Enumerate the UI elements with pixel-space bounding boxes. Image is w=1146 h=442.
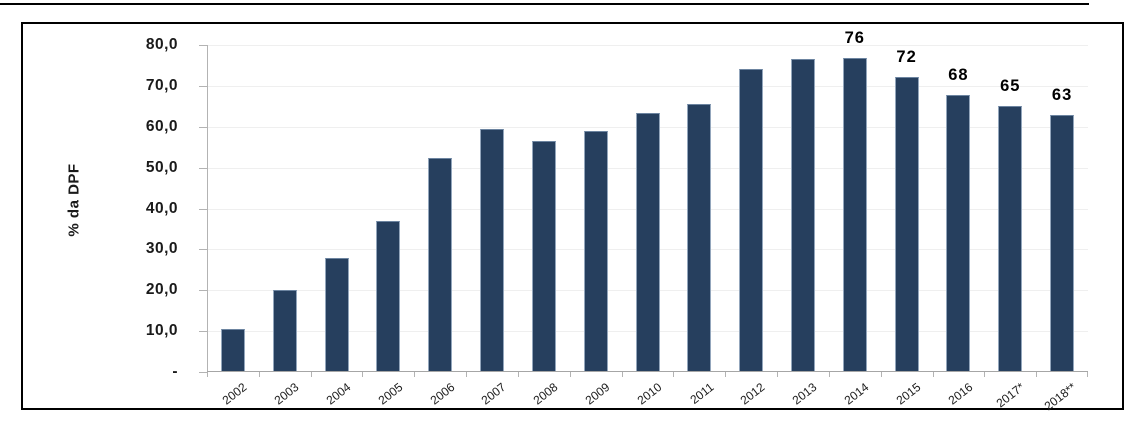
bar-2009 <box>583 130 608 371</box>
bar-value-label-2018**: 63 <box>1051 86 1073 105</box>
bar-2002 <box>220 328 245 371</box>
plot-area: 76 72 68 65 63 <box>207 29 1088 377</box>
bar-2018** <box>1050 115 1075 371</box>
bar-2014 <box>842 58 867 371</box>
bar-2010 <box>635 113 660 371</box>
bar-2005 <box>376 221 401 371</box>
x-axis-label-2006: 2006 <box>427 380 457 408</box>
bar-2013 <box>790 58 815 371</box>
bar-value-label-2017*: 65 <box>1000 77 1021 96</box>
bar-2015 <box>894 77 919 371</box>
bar-2011 <box>687 103 712 371</box>
x-axis-tick <box>932 372 934 377</box>
x-axis-label-2009: 2009 <box>582 380 613 408</box>
bar-value-label-2016: 68 <box>948 65 969 84</box>
y-axis-tick-0 <box>199 372 207 373</box>
x-axis-label-2013: 2013 <box>789 380 820 408</box>
x-axis-tick <box>517 372 519 377</box>
bar-2017* <box>998 106 1023 371</box>
gridline-80 <box>207 45 1088 46</box>
bar-2007 <box>480 129 505 371</box>
y-axis-tick-30 <box>199 249 207 251</box>
x-axis-tick <box>258 372 260 377</box>
chart-canvas: % da DPF 80,0 70,0 60,0 50,0 40,0 30,0 20,0 10,… <box>23 24 1122 413</box>
x-axis-tick <box>777 372 779 377</box>
x-axis-label-2003: 2003 <box>271 380 302 408</box>
y-axis-tick-label: 40,0 <box>145 199 178 217</box>
bar-2016 <box>946 94 971 371</box>
x-axis-tick <box>725 372 727 377</box>
y-axis-tick-label: 20,0 <box>145 281 178 299</box>
x-axis-label-2017*: 2017* <box>993 380 1027 411</box>
y-axis-tick-40 <box>199 208 207 210</box>
x-axis-label-2011: 2011 <box>686 380 716 407</box>
y-axis-tick-20 <box>199 290 207 292</box>
y-axis-tick-70 <box>199 85 207 87</box>
x-axis-tick <box>673 372 675 377</box>
x-axis-line <box>207 371 1088 372</box>
x-axis-tick <box>207 372 208 377</box>
x-axis-label-2014: 2014 <box>841 380 872 408</box>
x-axis-label-2015: 2015 <box>893 380 924 408</box>
x-axis-label-2004: 2004 <box>323 380 354 408</box>
x-axis-tick <box>414 372 416 377</box>
x-axis-label-2008: 2008 <box>530 380 561 408</box>
y-axis-line <box>207 45 208 372</box>
bar-2003 <box>272 290 297 371</box>
y-axis-tick-label: 70,0 <box>145 76 178 94</box>
x-axis-tick <box>984 372 986 377</box>
x-axis-tick <box>310 372 312 377</box>
bar-2004 <box>324 257 349 371</box>
bar-value-label-2014: 76 <box>844 29 865 48</box>
x-axis-label-2007: 2007 <box>478 380 509 408</box>
x-axis-label-2018**: 2018** <box>1041 380 1079 414</box>
bar-2012 <box>739 68 764 371</box>
y-axis-tick-label: 10,0 <box>145 322 178 340</box>
x-axis-tick <box>1036 372 1038 377</box>
x-axis-label-2005: 2005 <box>375 380 406 408</box>
x-axis-tick <box>362 372 364 377</box>
gridline-70 <box>207 85 1088 87</box>
x-axis-label-2010: 2010 <box>634 380 665 408</box>
x-axis-tick <box>880 372 882 377</box>
x-axis-tick <box>569 372 571 377</box>
y-axis-tick-label: 80,0 <box>145 36 178 53</box>
y-axis-tick-10 <box>199 331 207 333</box>
y-axis-tick-label: 30,0 <box>145 240 178 258</box>
y-axis-tick-50 <box>199 167 207 169</box>
y-axis-tick-label: 60,0 <box>145 117 178 135</box>
x-axis-label-2002: 2002 <box>219 380 250 408</box>
y-axis-tick-label: - <box>172 363 178 380</box>
x-axis-label-2016: 2016 <box>945 380 976 408</box>
bar-2006 <box>428 157 453 371</box>
chart-frame: % da DPF 80,0 70,0 60,0 50,0 40,0 30,0 20,0 10,… <box>21 22 1124 413</box>
x-axis-tick <box>1087 372 1088 377</box>
bar-2008 <box>531 140 556 371</box>
y-axis-tick-label: 50,0 <box>145 158 178 176</box>
x-axis-tick <box>621 372 623 377</box>
x-axis-label-2012: 2012 <box>738 380 768 408</box>
x-axis-tick <box>828 372 830 377</box>
bar-value-label-2015: 72 <box>896 48 917 67</box>
top-border-line <box>0 3 1089 5</box>
x-axis-tick <box>466 372 468 377</box>
y-axis-tick-60 <box>199 126 207 128</box>
y-axis-tick-80 <box>199 45 207 46</box>
